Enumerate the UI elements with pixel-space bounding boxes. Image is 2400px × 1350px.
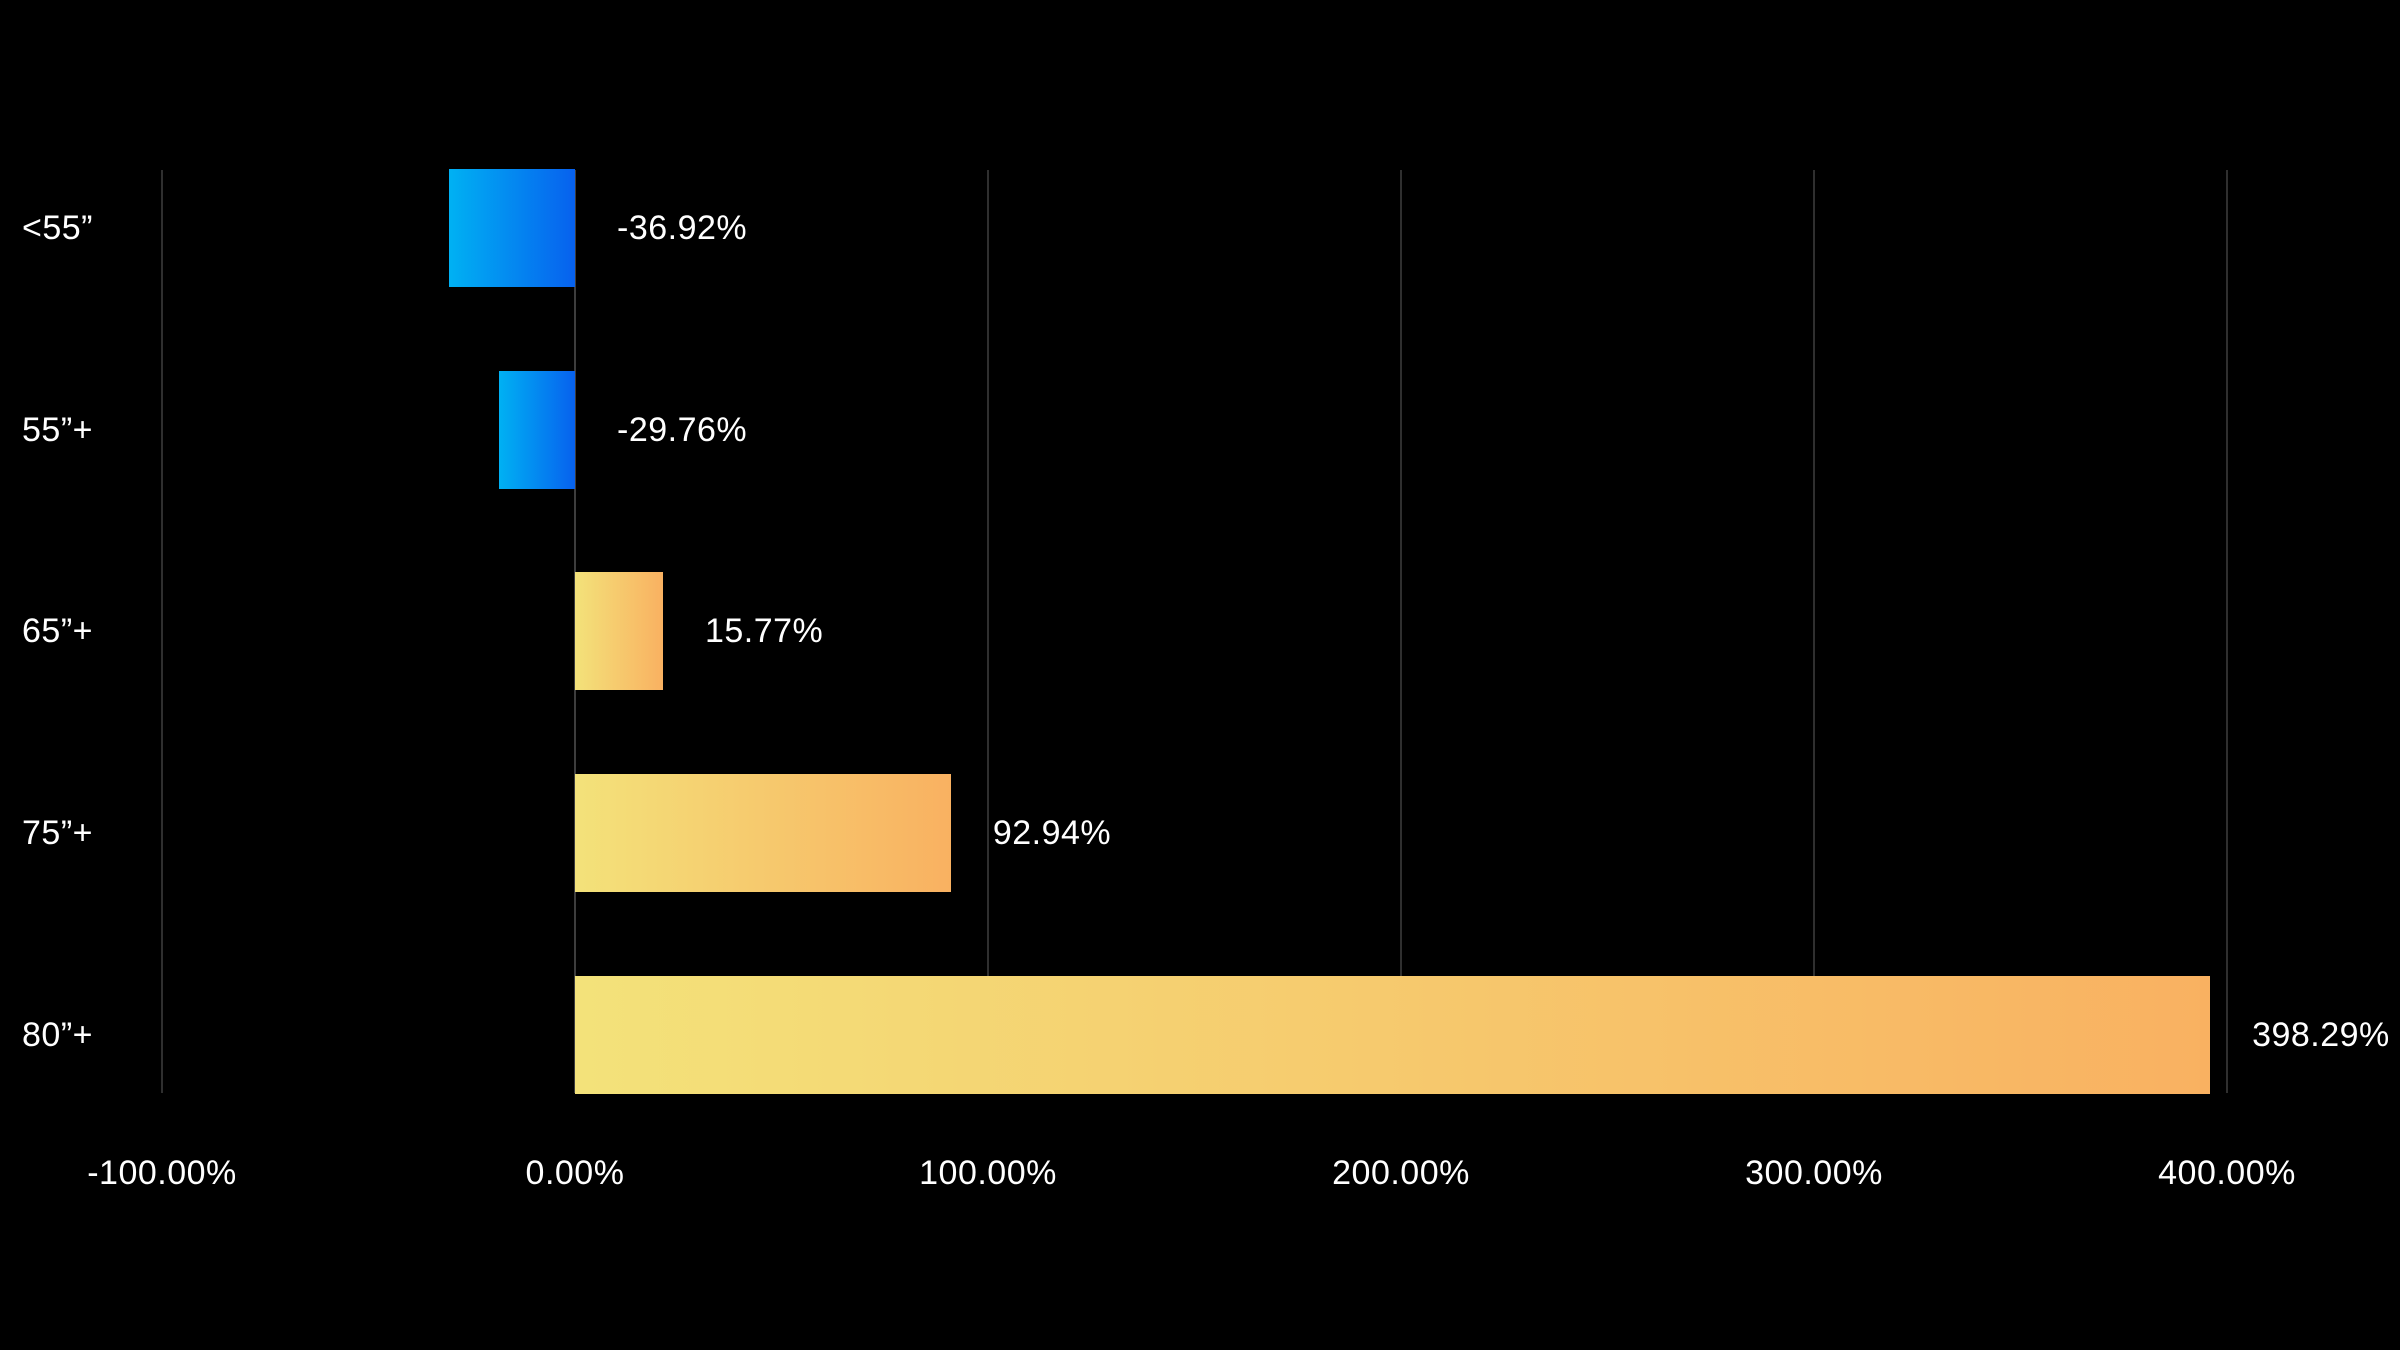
x-tick-label: 200.00% <box>1332 1154 1470 1192</box>
bar <box>498 371 575 489</box>
gridline <box>987 170 989 1093</box>
value-label: 398.29% <box>2252 1016 2390 1054</box>
x-tick-label: 100.00% <box>919 1154 1057 1192</box>
value-label: -29.76% <box>617 411 748 449</box>
category-label: 55”+ <box>22 411 93 449</box>
x-tick-label: 300.00% <box>1745 1154 1883 1192</box>
category-label: 75”+ <box>22 814 93 852</box>
x-tick-label: 0.00% <box>525 1154 625 1192</box>
value-label: -36.92% <box>617 209 748 247</box>
gridline <box>1400 170 1402 1093</box>
gridline <box>161 170 163 1093</box>
value-label: 92.94% <box>992 814 1112 852</box>
value-label: 15.77% <box>704 612 824 650</box>
x-tick-label: 400.00% <box>2158 1154 2296 1192</box>
category-label: <55” <box>22 209 93 247</box>
category-label: 80”+ <box>22 1016 93 1054</box>
gridline <box>1813 170 1815 1093</box>
bar <box>575 976 2211 1094</box>
gridline <box>2226 170 2228 1093</box>
bar <box>575 774 951 892</box>
bar <box>449 169 575 287</box>
category-label: 65”+ <box>22 612 93 650</box>
bar <box>575 572 663 690</box>
x-tick-label: -100.00% <box>87 1154 237 1192</box>
